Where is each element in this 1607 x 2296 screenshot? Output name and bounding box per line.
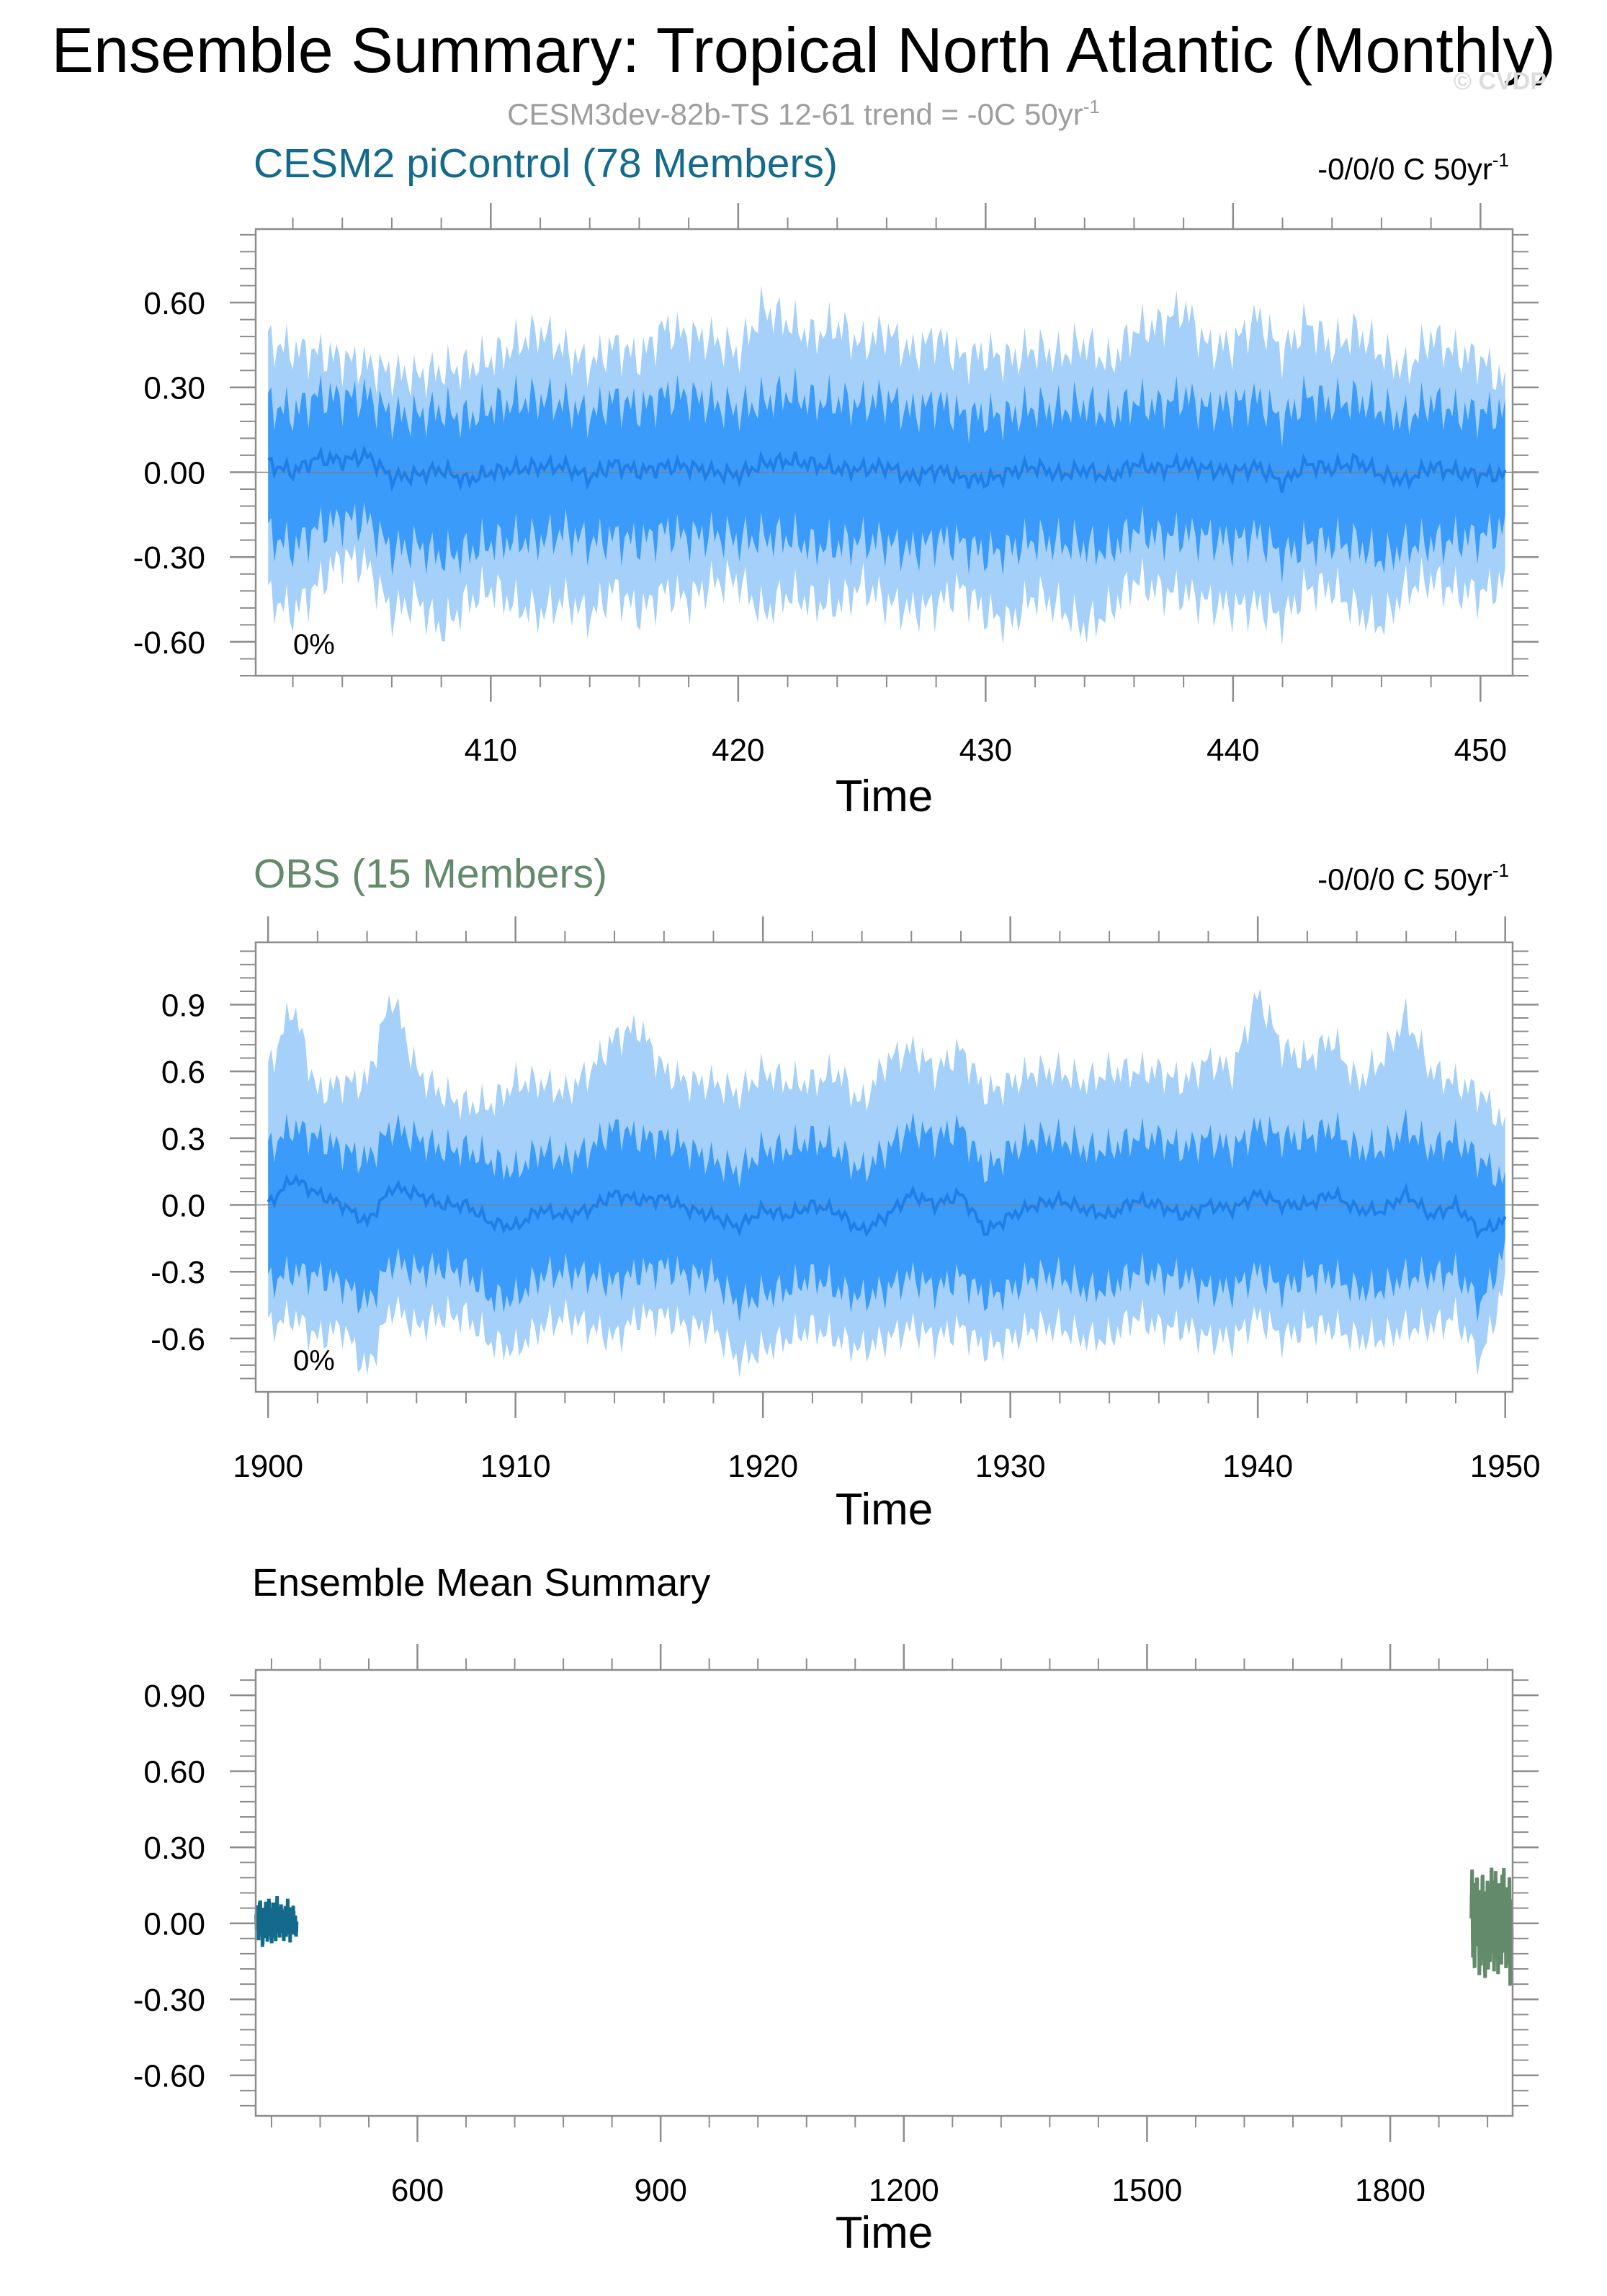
subtitle-exponent: -1 — [1083, 96, 1100, 117]
cvdp-watermark: © CVDP — [1454, 68, 1546, 95]
x-tick-label: 440 — [1207, 733, 1259, 768]
obs-percent-label: 0% — [293, 1345, 335, 1377]
y-tick-label: -0.3 — [151, 1255, 205, 1290]
y-tick-label: 0.60 — [143, 1755, 205, 1790]
y-tick-label: -0.30 — [133, 540, 205, 576]
y-tick-label: 0.30 — [143, 371, 205, 406]
y-tick-label: -0.60 — [133, 2059, 205, 2094]
x-tick-label: 410 — [465, 733, 517, 768]
x-tick-label: 1920 — [728, 1449, 798, 1484]
x-tick-label: 1500 — [1111, 2173, 1182, 2208]
y-tick-label: 0.60 — [143, 286, 205, 321]
x-tick-label: 1800 — [1355, 2173, 1425, 2208]
cesm-inner-band — [268, 367, 1505, 584]
y-tick-label: 0.90 — [143, 1679, 205, 1714]
cesm-panel-title: CESM2 piControl (78 Members) — [254, 140, 838, 187]
obs-ensemble-mean-line — [267, 1174, 1507, 1240]
cesm-x-axis-title: Time — [836, 772, 933, 821]
y-tick-label: -0.30 — [133, 1983, 205, 2018]
obs-trend-exponent: -1 — [1492, 859, 1509, 881]
x-tick-label: 420 — [712, 733, 764, 768]
y-tick-label: 0.3 — [161, 1122, 205, 1157]
obs-x-axis-title: Time — [836, 1485, 933, 1535]
cesm-trend-text: -0/0/0 C 50yr — [1317, 152, 1492, 186]
y-tick-label: -0.60 — [133, 625, 205, 661]
x-tick-label: 1200 — [869, 2173, 939, 2208]
y-tick-label: 0.00 — [143, 455, 205, 491]
series-obs-line — [1469, 1867, 1514, 1986]
x-tick-label: 600 — [391, 2173, 444, 2208]
obs-trend-label: -0/0/0 C 50yr-1 — [1317, 859, 1509, 898]
ensemble-mean-title: Ensemble Mean Summary — [252, 1561, 711, 1604]
x-tick-label: 1940 — [1222, 1449, 1293, 1484]
obs-trend-text: -0/0/0 C 50yr — [1317, 862, 1492, 896]
series-cesm-line — [254, 1895, 299, 1947]
obs-plot-frame — [254, 941, 1514, 1393]
x-tick-label: 430 — [959, 733, 1012, 768]
x-tick-label: 1930 — [975, 1449, 1046, 1484]
ensemble-mean-x-axis-title: Time — [836, 2208, 933, 2258]
x-tick-label: 1910 — [480, 1449, 551, 1484]
y-tick-label: 0.6 — [161, 1055, 205, 1090]
cesm-ensemble-mean-line — [267, 445, 1507, 493]
cesm-trend-label: -0/0/0 C 50yr-1 — [1317, 151, 1509, 187]
ensemble-mean-plot-frame — [254, 1669, 1514, 2117]
obs-plot: 0% 0.9 0.6 0.3 0.0 -0.3 -0.6 1900 1910 1920 1930 19… — [151, 916, 1541, 1535]
main-title: Ensemble Summary: Tropical North Atlanti… — [51, 14, 1556, 86]
ensemble-mean-plot: 0.90 0.60 0.30 0.00 -0.30 -0.60 600 900 1200 1500… — [133, 1644, 1539, 2258]
cesm-percent-label: 0% — [293, 629, 335, 661]
y-tick-label: 0.00 — [143, 1907, 205, 1942]
y-tick-label: 0.0 — [161, 1189, 205, 1224]
cesm-plot: 0% 0.60 0.30 0.00 -0.30 -0.60 410 420 430 440 450 T… — [133, 203, 1539, 821]
x-tick-label: 1900 — [233, 1449, 303, 1484]
y-tick-label: 0.9 — [161, 988, 205, 1023]
obs-panel-title: OBS (15 Members) — [254, 851, 607, 897]
y-tick-label: 0.30 — [143, 1831, 205, 1866]
y-tick-label: -0.6 — [151, 1322, 205, 1357]
cesm-trend-exponent: -1 — [1492, 149, 1509, 171]
x-tick-label: 1950 — [1470, 1449, 1541, 1484]
subtitle: CESM3dev-82b-TS 12-61 trend = -0C 50yr-1 — [0, 97, 1607, 132]
x-tick-label: 450 — [1454, 733, 1507, 768]
cesm-plot-frame — [254, 228, 1514, 677]
x-tick-label: 900 — [634, 2173, 686, 2208]
subtitle-text: CESM3dev-82b-TS 12-61 trend = -0C 50yr — [507, 97, 1083, 131]
